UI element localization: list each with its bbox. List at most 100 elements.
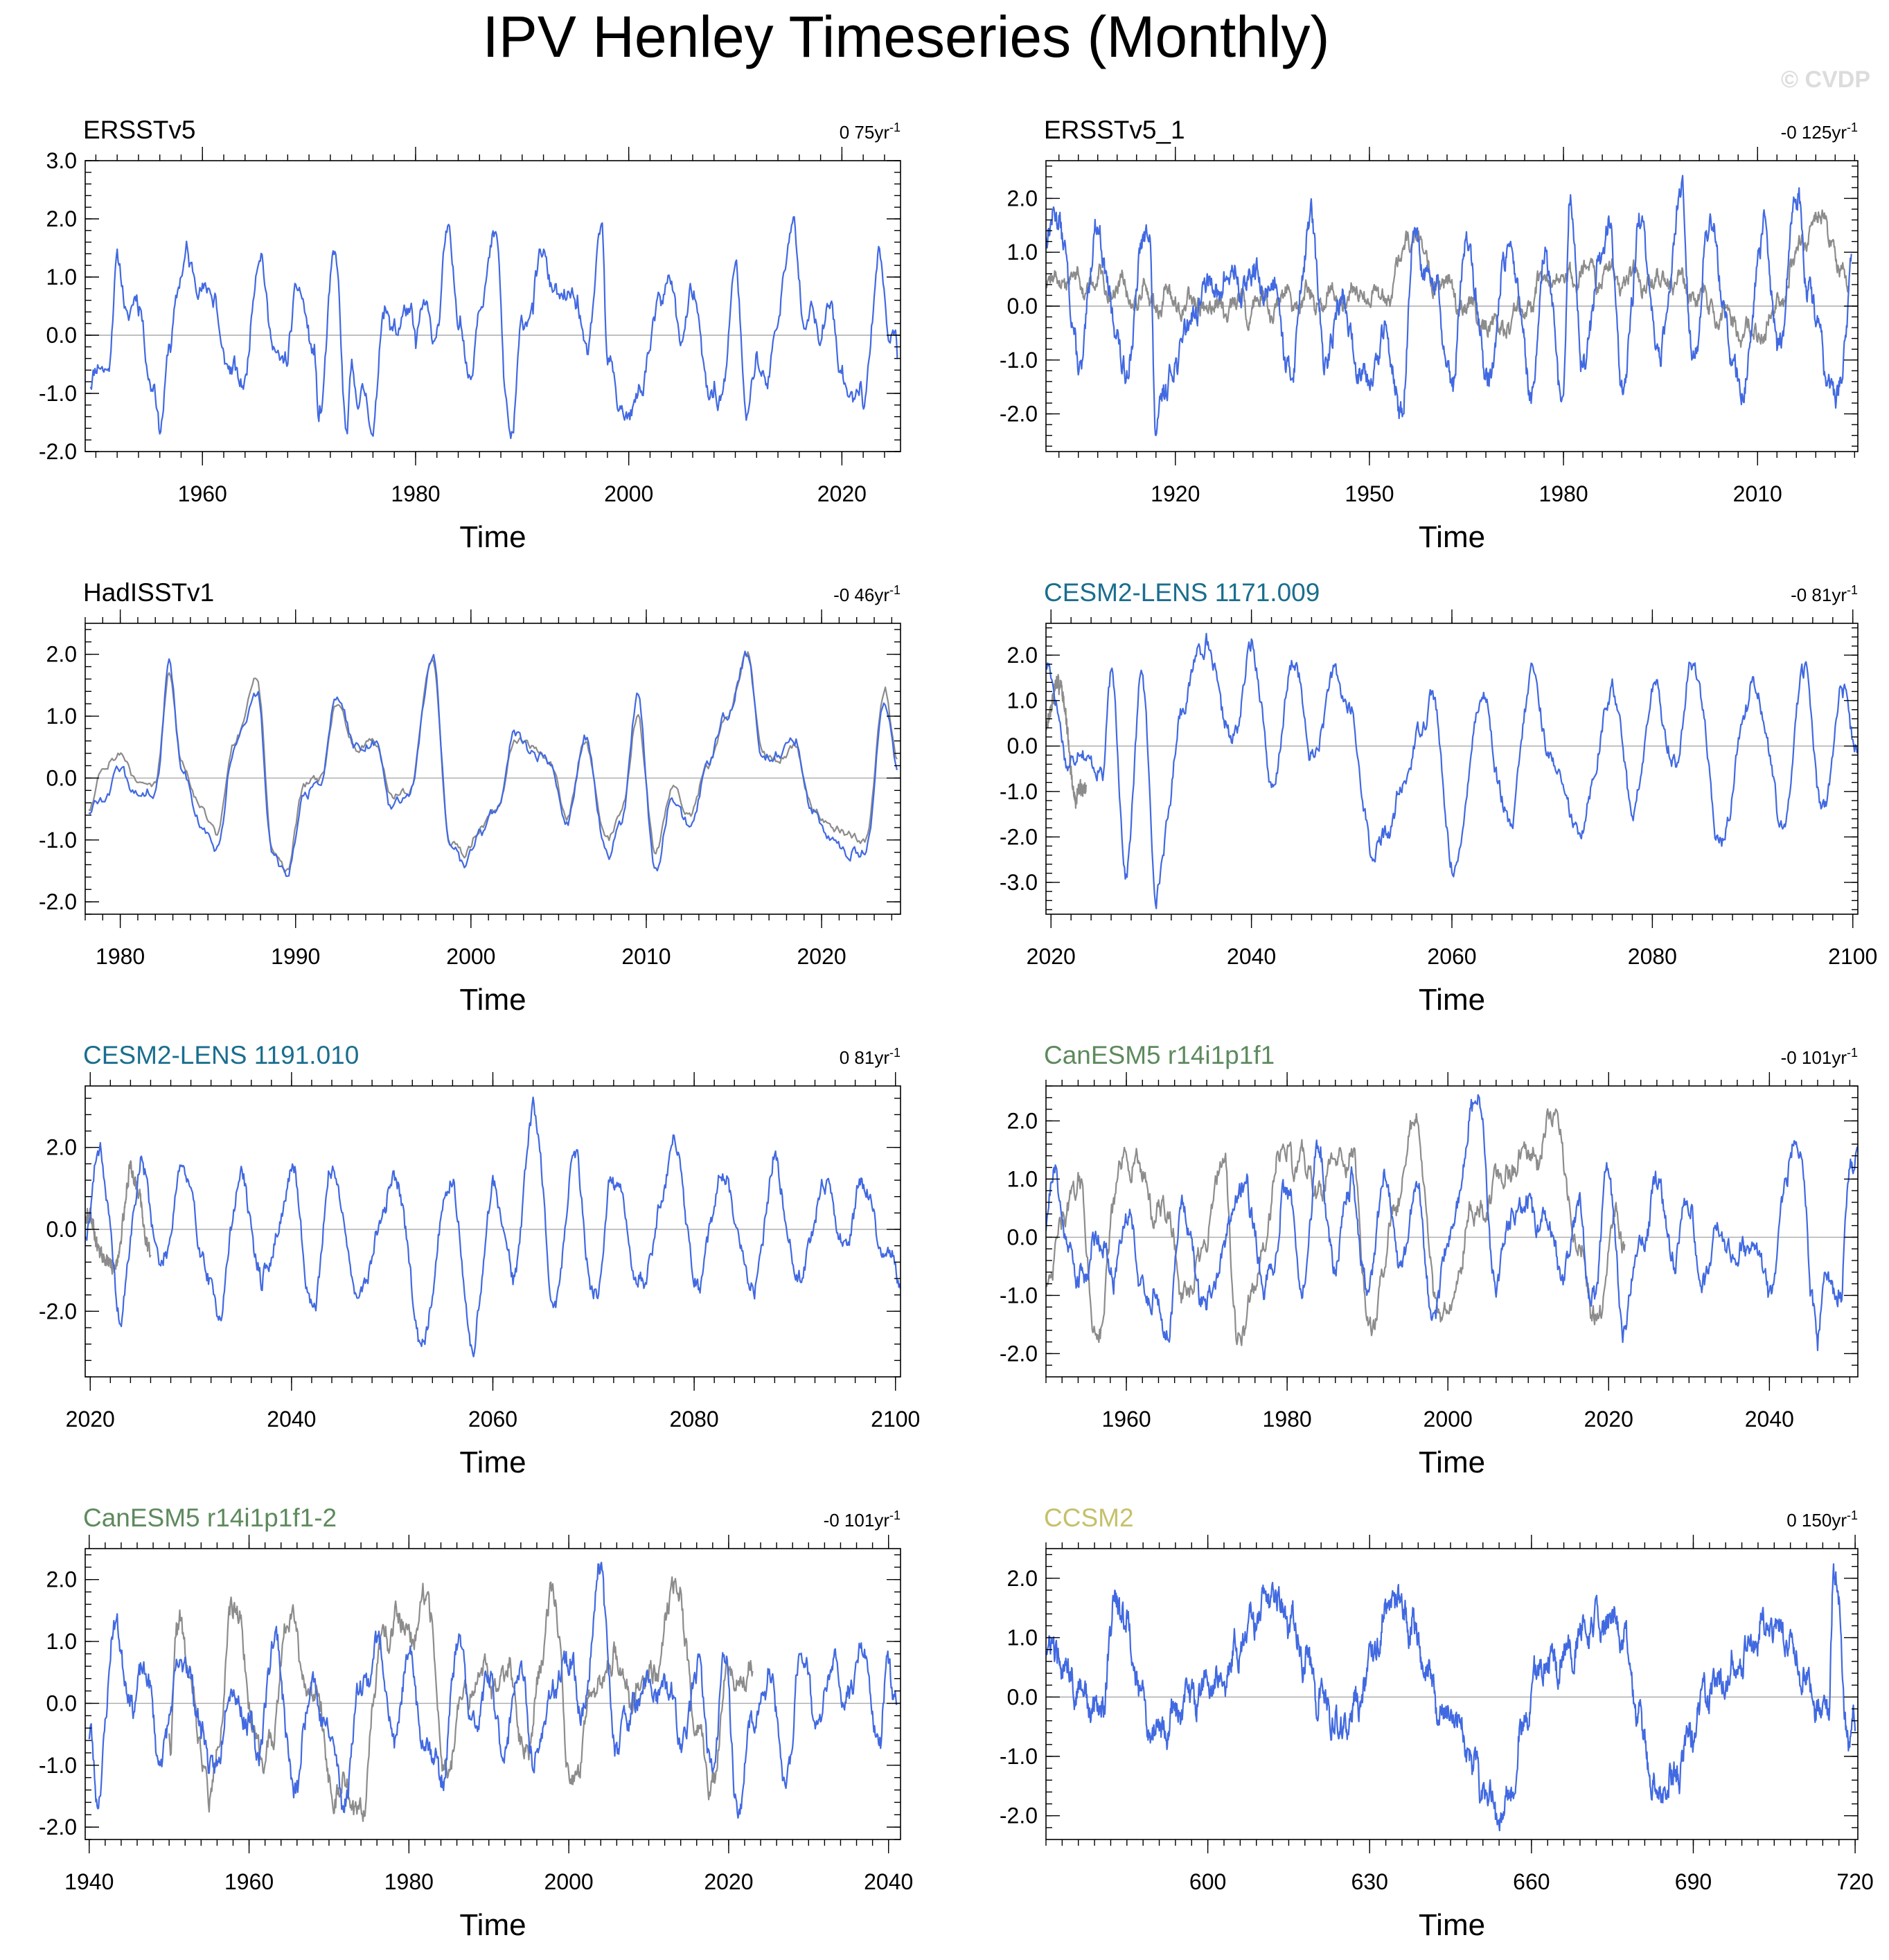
y-tick-label: -2.0 <box>1000 402 1038 427</box>
panel-7: CanESM5 r14i1p1f1-2 -0 101yr-1 2.0 1.0 0.0 -1… <box>39 1504 913 1942</box>
trend-label: -0 125yr-1 <box>1781 121 1858 143</box>
x-tick-label: 2100 <box>871 1407 920 1432</box>
y-tick-label: 0.0 <box>46 1691 77 1716</box>
series-group <box>88 650 898 877</box>
panel-title: HadISSTv1 <box>83 578 214 607</box>
series-line <box>85 1096 901 1357</box>
x-axis-label: Time <box>1419 520 1485 554</box>
x-tick-label: 2000 <box>544 1869 594 1894</box>
x-axis-label: Time <box>1419 1445 1485 1479</box>
plot-frame <box>1045 1085 1859 1378</box>
x-tick-label: 720 <box>1836 1869 1873 1894</box>
y-tick-label: 2.0 <box>46 206 77 231</box>
panel-1: ERSSTv5 0 75yr-1 3.0 2.0 1.0 0.0 -1.0 -2.0 1960 1… <box>39 116 901 554</box>
x-tick-label: 1960 <box>224 1869 274 1894</box>
cvdp-credit: © CVDP <box>1781 66 1870 93</box>
x-tick-label: 1990 <box>271 944 320 969</box>
x-tick-label: 2010 <box>621 944 671 969</box>
y-tick-label: 2.0 <box>1007 643 1038 668</box>
panel-title: CESM2-LENS 1191.010 <box>83 1041 359 1069</box>
reference-series-line <box>1046 674 1087 809</box>
y-tick-label: 0.0 <box>1007 294 1038 319</box>
series-line <box>88 650 898 877</box>
reference-series-line <box>88 651 898 873</box>
series-line <box>88 1561 898 1819</box>
y-tick-label: 0.0 <box>46 323 77 348</box>
x-tick-label: 2040 <box>1227 944 1276 969</box>
reference-series-line <box>1046 1108 1626 1346</box>
y-tick-label: 2.0 <box>1007 1566 1038 1591</box>
panel-6: CanESM5 r14i1p1f1 -0 101yr-1 2.0 1.0 0.0 -1.0… <box>1000 1041 1859 1479</box>
panel-title: CCSM2 <box>1044 1504 1134 1532</box>
trend-label: -0 101yr-1 <box>1781 1046 1858 1068</box>
y-tick-label: 3.0 <box>46 148 77 173</box>
series-line <box>1046 632 1858 909</box>
x-tick-label: 1980 <box>384 1869 434 1894</box>
x-tick-label: 2010 <box>1733 481 1782 506</box>
x-axis-label: Time <box>459 1908 526 1942</box>
x-tick-label: 2040 <box>1745 1407 1794 1432</box>
panel-3: HadISSTv1 -0 46yr-1 2.0 1.0 0.0 -1.0 -2.0 1980 1… <box>39 578 901 1017</box>
plot-frame <box>1045 1548 1859 1840</box>
plot-frame <box>85 623 901 915</box>
trend-label: -0 81yr-1 <box>1791 583 1858 605</box>
y-tick-label: -2.0 <box>39 439 77 464</box>
x-tick-label: 1980 <box>1538 481 1588 506</box>
y-tick-label: 1.0 <box>1007 1625 1038 1650</box>
y-tick-label: -1.0 <box>39 828 77 853</box>
series-group <box>1046 1094 1858 1351</box>
trend-label: 0 81yr-1 <box>840 1046 901 1068</box>
x-tick-label: 1940 <box>64 1869 114 1894</box>
x-axis-label: Time <box>459 520 526 554</box>
series-group <box>88 1561 898 1822</box>
x-tick-label: 1920 <box>1151 481 1200 506</box>
figure-title: IPV Henley Timeseries (Monthly) <box>482 4 1329 69</box>
series-group <box>89 216 898 439</box>
x-tick-label: 2060 <box>1427 944 1476 969</box>
y-tick-label: -1.0 <box>1000 1283 1038 1308</box>
y-tick-label: -2.0 <box>39 1815 77 1839</box>
y-tick-label: -2.0 <box>39 889 77 914</box>
y-tick-label: -2.0 <box>1000 824 1038 849</box>
y-tick-label: -1.0 <box>1000 348 1038 373</box>
panel-4: CESM2-LENS 1171.009 -0 81yr-1 2.0 1.0 0.0 -1.… <box>1000 578 1877 1017</box>
y-tick-label: -2.0 <box>1000 1803 1038 1828</box>
y-tick-label: -2.0 <box>1000 1341 1038 1366</box>
reference-series-line <box>168 1576 754 1822</box>
x-tick-label: 1960 <box>178 481 227 506</box>
series-line <box>1046 1563 1856 1832</box>
trend-label: 0 75yr-1 <box>840 121 901 143</box>
x-tick-label: 2000 <box>446 944 495 969</box>
y-tick-label: -3.0 <box>1000 870 1038 895</box>
reference-series-line <box>1046 209 1850 348</box>
series-group <box>85 1096 901 1357</box>
x-tick-label: 2080 <box>1628 944 1677 969</box>
y-tick-label: 0.0 <box>1007 1224 1038 1249</box>
trend-label: 0 150yr-1 <box>1786 1508 1858 1531</box>
panel-title: ERSSTv5 <box>83 116 195 144</box>
x-tick-label: 2000 <box>604 481 653 506</box>
series-group <box>1046 1563 1856 1832</box>
series-line <box>1046 175 1852 436</box>
x-tick-label: 630 <box>1351 1869 1388 1894</box>
panel-2: ERSSTv5_1 -0 125yr-1 2.0 1.0 0.0 -1.0 -2.0 1920… <box>1000 116 1859 554</box>
x-axis-label: Time <box>459 983 526 1017</box>
y-tick-label: 1.0 <box>46 265 77 289</box>
x-axis-label: Time <box>1419 1908 1485 1942</box>
x-tick-label: 2040 <box>267 1407 316 1432</box>
plot-frame <box>85 1548 901 1840</box>
x-tick-label: 2020 <box>817 481 867 506</box>
x-tick-label: 2020 <box>704 1869 753 1894</box>
y-tick-label: 0.0 <box>1007 1684 1038 1709</box>
x-tick-label: 1950 <box>1345 481 1394 506</box>
y-tick-label: 2.0 <box>1007 1108 1038 1133</box>
x-axis-label: Time <box>1419 983 1485 1017</box>
y-tick-label: 1.0 <box>46 704 77 729</box>
x-tick-label: 660 <box>1513 1869 1550 1894</box>
series-group <box>1046 175 1852 436</box>
series-line <box>1046 1094 1858 1351</box>
plot-frame <box>85 1085 901 1378</box>
panel-title: CESM2-LENS 1171.009 <box>1044 578 1320 607</box>
series-line <box>89 216 898 439</box>
y-tick-label: 1.0 <box>1007 1166 1038 1191</box>
